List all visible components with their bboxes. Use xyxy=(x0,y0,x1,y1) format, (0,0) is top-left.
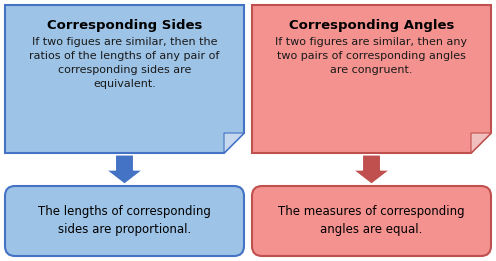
Polygon shape xyxy=(224,133,244,153)
Text: Corresponding Sides: Corresponding Sides xyxy=(47,19,202,32)
FancyBboxPatch shape xyxy=(252,186,491,256)
Text: The measures of corresponding
angles are equal.: The measures of corresponding angles are… xyxy=(278,205,465,236)
Polygon shape xyxy=(354,155,389,184)
Polygon shape xyxy=(107,155,142,184)
Text: The lengths of corresponding
sides are proportional.: The lengths of corresponding sides are p… xyxy=(38,205,211,236)
Text: Corresponding Angles: Corresponding Angles xyxy=(289,19,454,32)
Polygon shape xyxy=(471,133,491,153)
FancyBboxPatch shape xyxy=(5,186,244,256)
Text: If two figues are similar, then the
ratios of the lengths of any pair of
corresp: If two figues are similar, then the rati… xyxy=(29,37,220,89)
Polygon shape xyxy=(252,5,491,153)
Polygon shape xyxy=(5,5,244,153)
Text: If two figures are similar, then any
two pairs of corresponding angles
are congr: If two figures are similar, then any two… xyxy=(275,37,468,75)
